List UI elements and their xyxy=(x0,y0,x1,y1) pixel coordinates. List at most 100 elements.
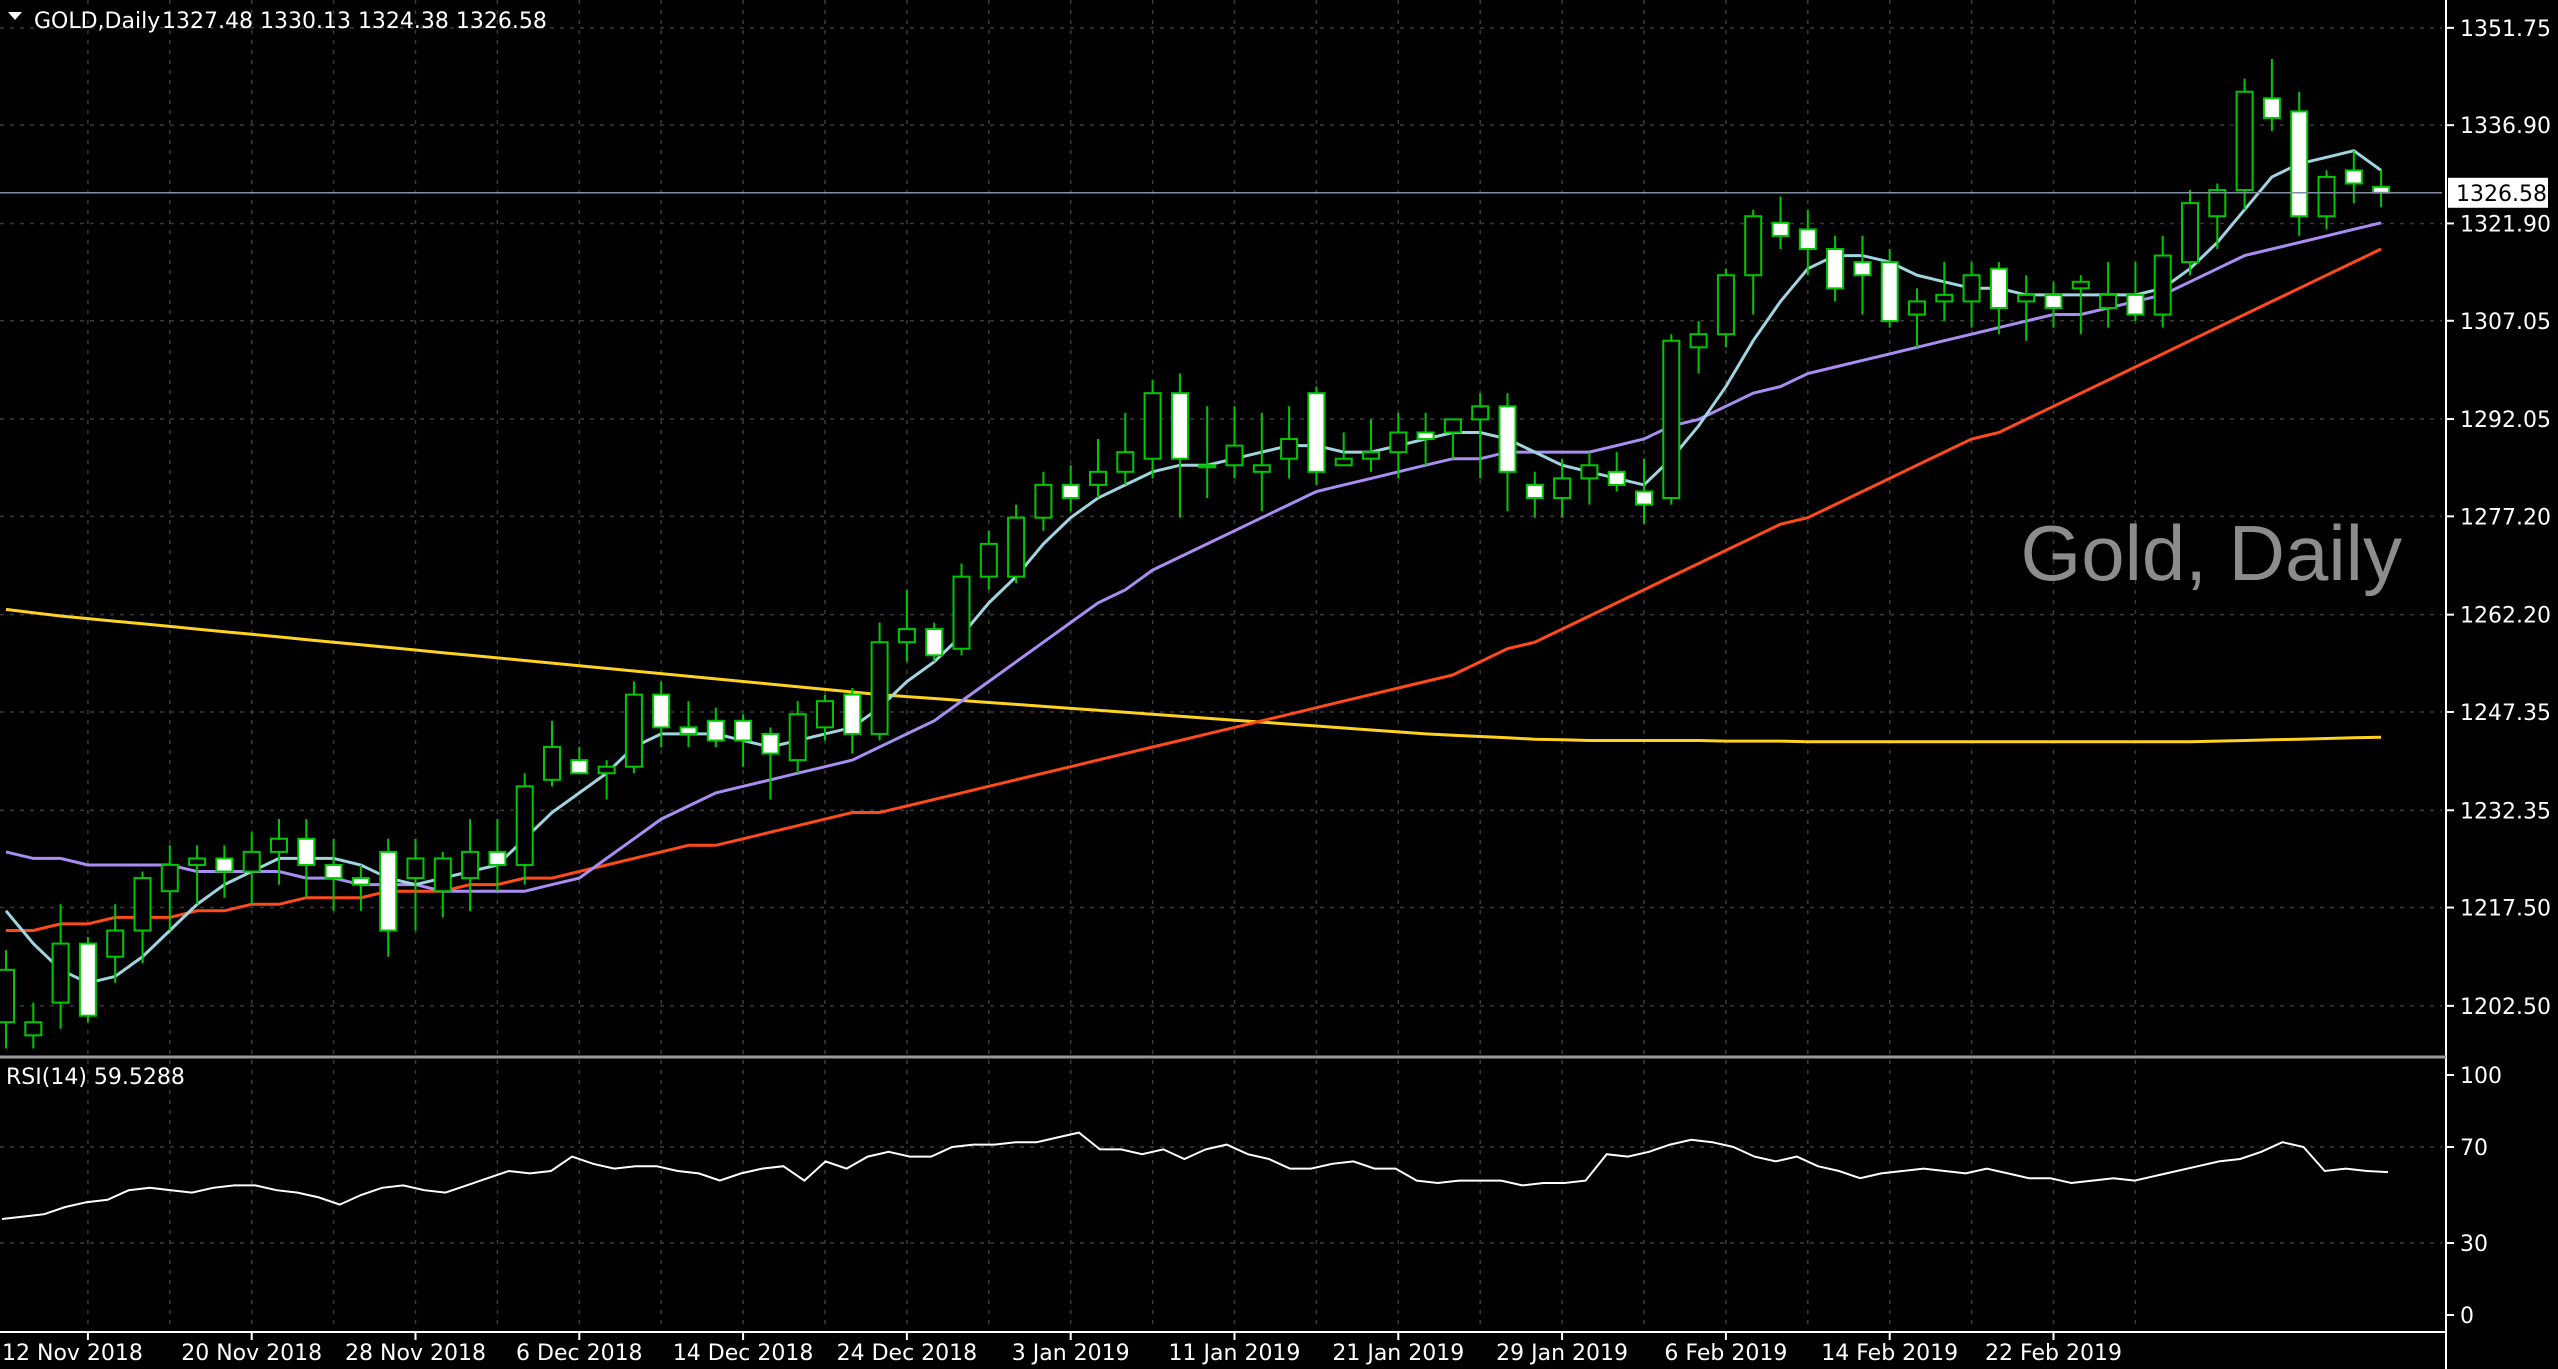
candle-31[interactable] xyxy=(843,688,862,754)
candle-6[interactable] xyxy=(160,845,179,931)
candle-57[interactable] xyxy=(1553,458,1572,518)
candle-74[interactable] xyxy=(2017,275,2036,341)
candle-1[interactable] xyxy=(24,1002,43,1049)
ma-slow-line xyxy=(6,247,2382,932)
candle-79[interactable] xyxy=(2153,235,2172,328)
candle-2[interactable] xyxy=(51,904,70,1029)
candle-55[interactable] xyxy=(1498,393,1517,512)
candle-32[interactable] xyxy=(870,622,889,741)
candle-71[interactable] xyxy=(1935,262,1954,322)
candle-body-51 xyxy=(1389,431,1408,454)
candle-56[interactable] xyxy=(1525,471,1544,518)
candle-72[interactable] xyxy=(1962,262,1981,328)
candle-22[interactable] xyxy=(597,760,616,800)
candle-86[interactable] xyxy=(2344,150,2363,204)
candle-body-38 xyxy=(1034,483,1053,519)
candle-body-85 xyxy=(2317,175,2336,218)
candle-33[interactable] xyxy=(897,589,916,662)
candle-70[interactable] xyxy=(1908,288,1926,348)
candle-78[interactable] xyxy=(2126,262,2145,322)
candle-9[interactable] xyxy=(242,832,261,905)
candle-10[interactable] xyxy=(270,819,288,885)
candle-63[interactable] xyxy=(1716,268,1735,348)
candle-16[interactable] xyxy=(433,851,452,918)
dropdown-triangle-icon[interactable] xyxy=(8,12,22,20)
candle-5[interactable] xyxy=(133,871,152,964)
candle-42[interactable] xyxy=(1143,380,1162,479)
candle-77[interactable] xyxy=(2099,262,2118,328)
candle-19[interactable] xyxy=(515,773,534,885)
candle-45[interactable] xyxy=(1225,406,1244,479)
candle-34[interactable] xyxy=(925,622,944,662)
candle-37[interactable] xyxy=(1007,504,1026,584)
candle-23[interactable] xyxy=(624,681,643,774)
candle-24[interactable] xyxy=(652,681,671,748)
candle-47[interactable] xyxy=(1280,406,1299,479)
candle-61[interactable] xyxy=(1662,334,1681,505)
candle-12[interactable] xyxy=(324,838,343,911)
candle-51[interactable] xyxy=(1389,412,1408,479)
candle-66[interactable] xyxy=(1798,209,1817,276)
candle-67[interactable] xyxy=(1826,235,1845,302)
candle-44[interactable] xyxy=(1198,406,1217,499)
candle-73[interactable] xyxy=(1989,262,2008,335)
candle-38[interactable] xyxy=(1034,471,1053,531)
candle-25[interactable] xyxy=(679,701,698,748)
candle-20[interactable] xyxy=(543,720,561,787)
candle-body-80 xyxy=(2181,202,2199,264)
candle-65[interactable] xyxy=(1771,196,1790,250)
candle-85[interactable] xyxy=(2317,170,2336,230)
candle-26[interactable] xyxy=(706,707,725,748)
candle-30[interactable] xyxy=(816,694,834,741)
candle-29[interactable] xyxy=(788,701,807,774)
candle-body-11 xyxy=(297,837,316,866)
candle-8[interactable] xyxy=(215,845,234,898)
candle-58[interactable] xyxy=(1580,452,1599,505)
candle-46[interactable] xyxy=(1252,412,1271,512)
candle-body-40 xyxy=(1089,470,1107,486)
candle-11[interactable] xyxy=(297,819,316,898)
candle-28[interactable] xyxy=(761,727,780,800)
candle-14[interactable] xyxy=(379,838,398,957)
candle-40[interactable] xyxy=(1089,439,1107,499)
candle-52[interactable] xyxy=(1416,412,1435,466)
candle-64[interactable] xyxy=(1744,209,1763,315)
candle-35[interactable] xyxy=(952,563,971,656)
candle-75[interactable] xyxy=(2044,281,2063,328)
candle-48[interactable] xyxy=(1307,386,1326,485)
candle-69[interactable] xyxy=(1880,249,1899,328)
candle-82[interactable] xyxy=(2235,78,2254,210)
candle-13[interactable] xyxy=(351,864,370,911)
candle-60[interactable] xyxy=(1635,458,1653,525)
candle-18[interactable] xyxy=(488,819,507,892)
candle-15[interactable] xyxy=(406,838,425,931)
candle-41[interactable] xyxy=(1116,412,1135,485)
candle-4[interactable] xyxy=(106,904,125,983)
candle-49[interactable] xyxy=(1334,432,1353,467)
candle-3[interactable] xyxy=(78,937,97,1023)
candle-21[interactable] xyxy=(570,747,589,775)
candle-83[interactable] xyxy=(2262,58,2281,132)
candle-body-72 xyxy=(1962,274,1981,303)
candle-81[interactable] xyxy=(2208,183,2227,250)
candle-62[interactable] xyxy=(1689,321,1708,374)
candle-76[interactable] xyxy=(2071,275,2090,335)
candle-36[interactable] xyxy=(979,530,998,590)
candle-39[interactable] xyxy=(1061,465,1080,512)
candle-43[interactable] xyxy=(1170,373,1189,518)
candle-17[interactable] xyxy=(461,819,480,911)
candle-50[interactable] xyxy=(1362,419,1380,472)
candle-54[interactable] xyxy=(1471,393,1490,479)
candle-body-48 xyxy=(1307,392,1326,473)
candle-27[interactable] xyxy=(734,714,753,767)
price-tick-label-9: 1217.50 xyxy=(2460,897,2551,922)
candle-80[interactable] xyxy=(2181,190,2199,276)
price-tick-label-10: 1202.50 xyxy=(2460,995,2551,1020)
candle-53[interactable] xyxy=(1443,418,1462,459)
candle-68[interactable] xyxy=(1853,235,1872,315)
candle-7[interactable] xyxy=(188,845,207,905)
candle-59[interactable] xyxy=(1607,452,1626,492)
candle-0[interactable] xyxy=(0,950,15,1049)
candle-84[interactable] xyxy=(2290,91,2309,236)
